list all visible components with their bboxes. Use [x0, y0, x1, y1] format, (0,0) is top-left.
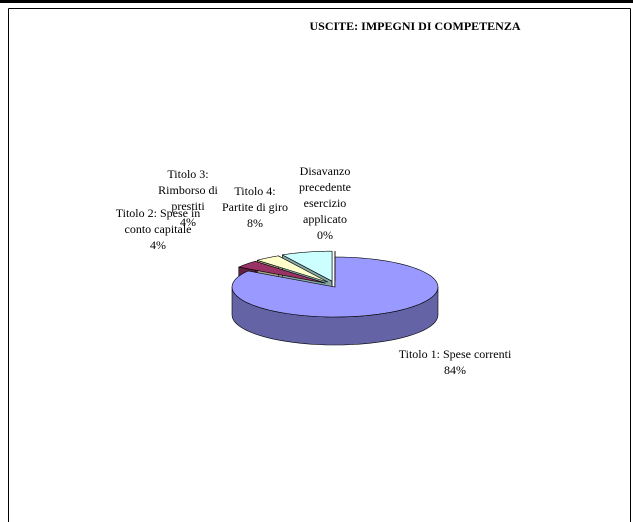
- data-label: Disavanzo precedente esercizio applicato…: [290, 163, 360, 243]
- slice: [237, 260, 326, 284]
- value-label: 4%: [150, 238, 166, 252]
- pie: [231, 250, 439, 346]
- value-label: 8%: [247, 216, 263, 230]
- data-label: Titolo 2: Spese in conto capitale 4%: [103, 205, 213, 253]
- category-label: Disavanzo precedente esercizio applicato: [299, 164, 351, 226]
- category-label: Titolo 4: Partite di giro: [222, 184, 288, 214]
- chart-title: USCITE: IMPEGNI DI COMPETENZA: [309, 19, 521, 33]
- slice: [231, 256, 439, 318]
- slice: [281, 250, 333, 282]
- category-label: Titolo 1: Spese correnti: [398, 347, 512, 361]
- slice: [256, 255, 329, 283]
- value-label: 84%: [444, 363, 466, 377]
- data-label: Titolo 1: Spese correnti 84%: [390, 346, 520, 378]
- value-label: 4%: [180, 215, 196, 229]
- category-label: Titolo 2: Spese in conto capitale: [115, 206, 201, 236]
- value-label: 0%: [317, 228, 333, 242]
- data-label: Titolo 3: Rimborso di prestiti 4%: [157, 166, 219, 230]
- top-bar: [0, 0, 633, 3]
- category-label: Titolo 3: Rimborso di prestiti: [158, 167, 218, 213]
- data-label: Titolo 4: Partite di giro 8%: [219, 183, 291, 231]
